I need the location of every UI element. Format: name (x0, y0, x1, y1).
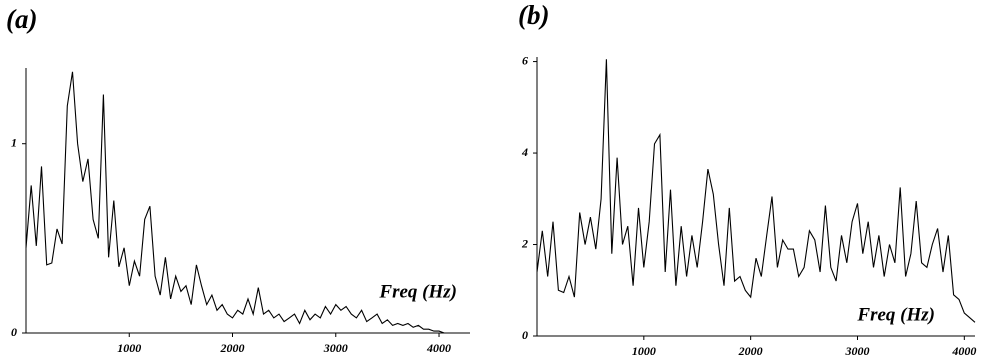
x-tick-label: 4000 (426, 341, 451, 355)
x-tick-label: 2000 (738, 344, 763, 358)
y-tick-label: 0 (11, 325, 17, 339)
x-tick-label: 3000 (844, 344, 869, 358)
x-tick-label: 2000 (220, 341, 245, 355)
data-line (536, 59, 976, 323)
data-line (25, 71, 450, 334)
y-tick-label: 2 (521, 236, 528, 250)
x-axis-label: Freq (Hz) (856, 304, 935, 325)
x-tick-label: 3000 (323, 341, 348, 355)
x-tick-label: 4000 (951, 344, 976, 358)
x-axis-label: Freq (Hz) (378, 281, 457, 302)
y-tick-label: 4 (521, 145, 528, 159)
y-tick-label: 0 (522, 328, 528, 342)
panel-title: (a) (6, 4, 37, 34)
panel-title: (b) (518, 0, 549, 30)
y-tick-label: 6 (522, 53, 528, 67)
x-tick-label: 1000 (632, 344, 656, 358)
x-tick-label: 1000 (117, 341, 141, 355)
y-tick-label: 1 (11, 135, 17, 149)
